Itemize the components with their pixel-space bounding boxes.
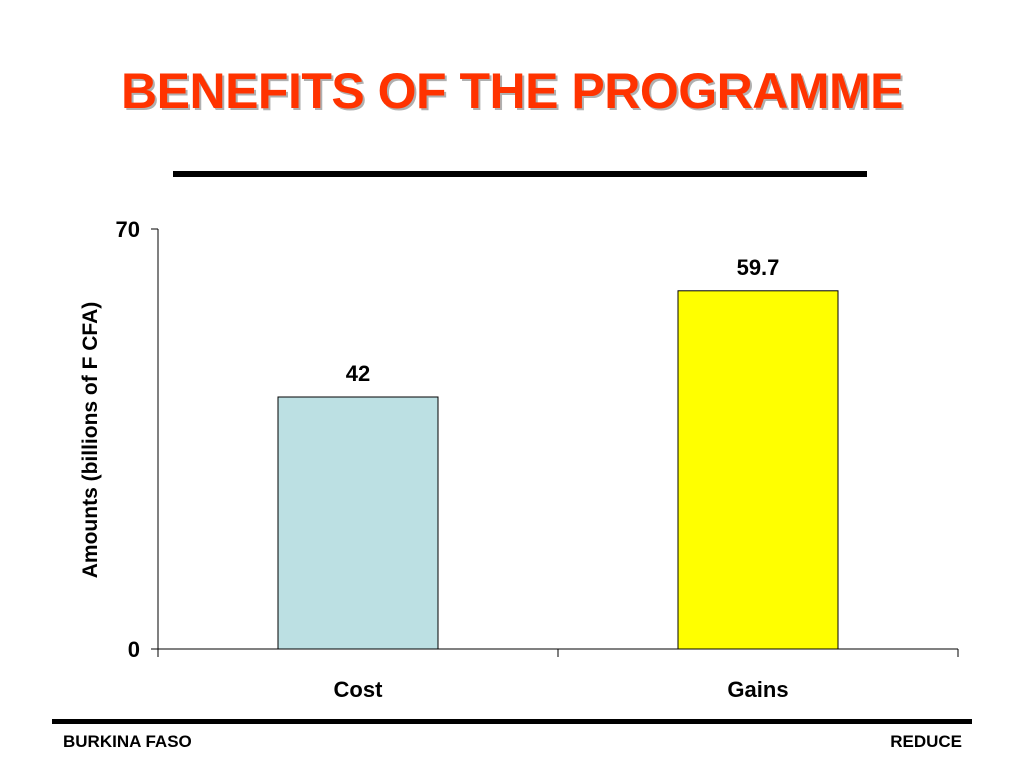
y-axis-label: Amounts (billions of F CFA): [79, 302, 102, 578]
x-tick-label: Gains: [727, 677, 788, 700]
footer-divider: [52, 719, 972, 724]
page-title: BENEFITS OF THE PROGRAMME: [121, 63, 903, 119]
y-tick-label: 70: [116, 217, 140, 242]
title-divider: [173, 171, 867, 177]
bar-cost: [277, 396, 439, 650]
bar-gains: [677, 290, 839, 650]
plot-area: 0 70 42 Cost 59.7 Gains: [116, 217, 959, 700]
data-label: 42: [346, 361, 370, 386]
footer-country: BURKINA FASO: [63, 732, 192, 751]
data-label: 59.7: [737, 255, 780, 280]
bar-chart: 0 70 42 Cost 59.7 Gains Amounts (billions of …: [79, 217, 959, 700]
footer-project: REDUCE: [890, 732, 962, 751]
y-tick-label: 0: [128, 637, 140, 662]
x-tick-label: Cost: [334, 677, 384, 700]
